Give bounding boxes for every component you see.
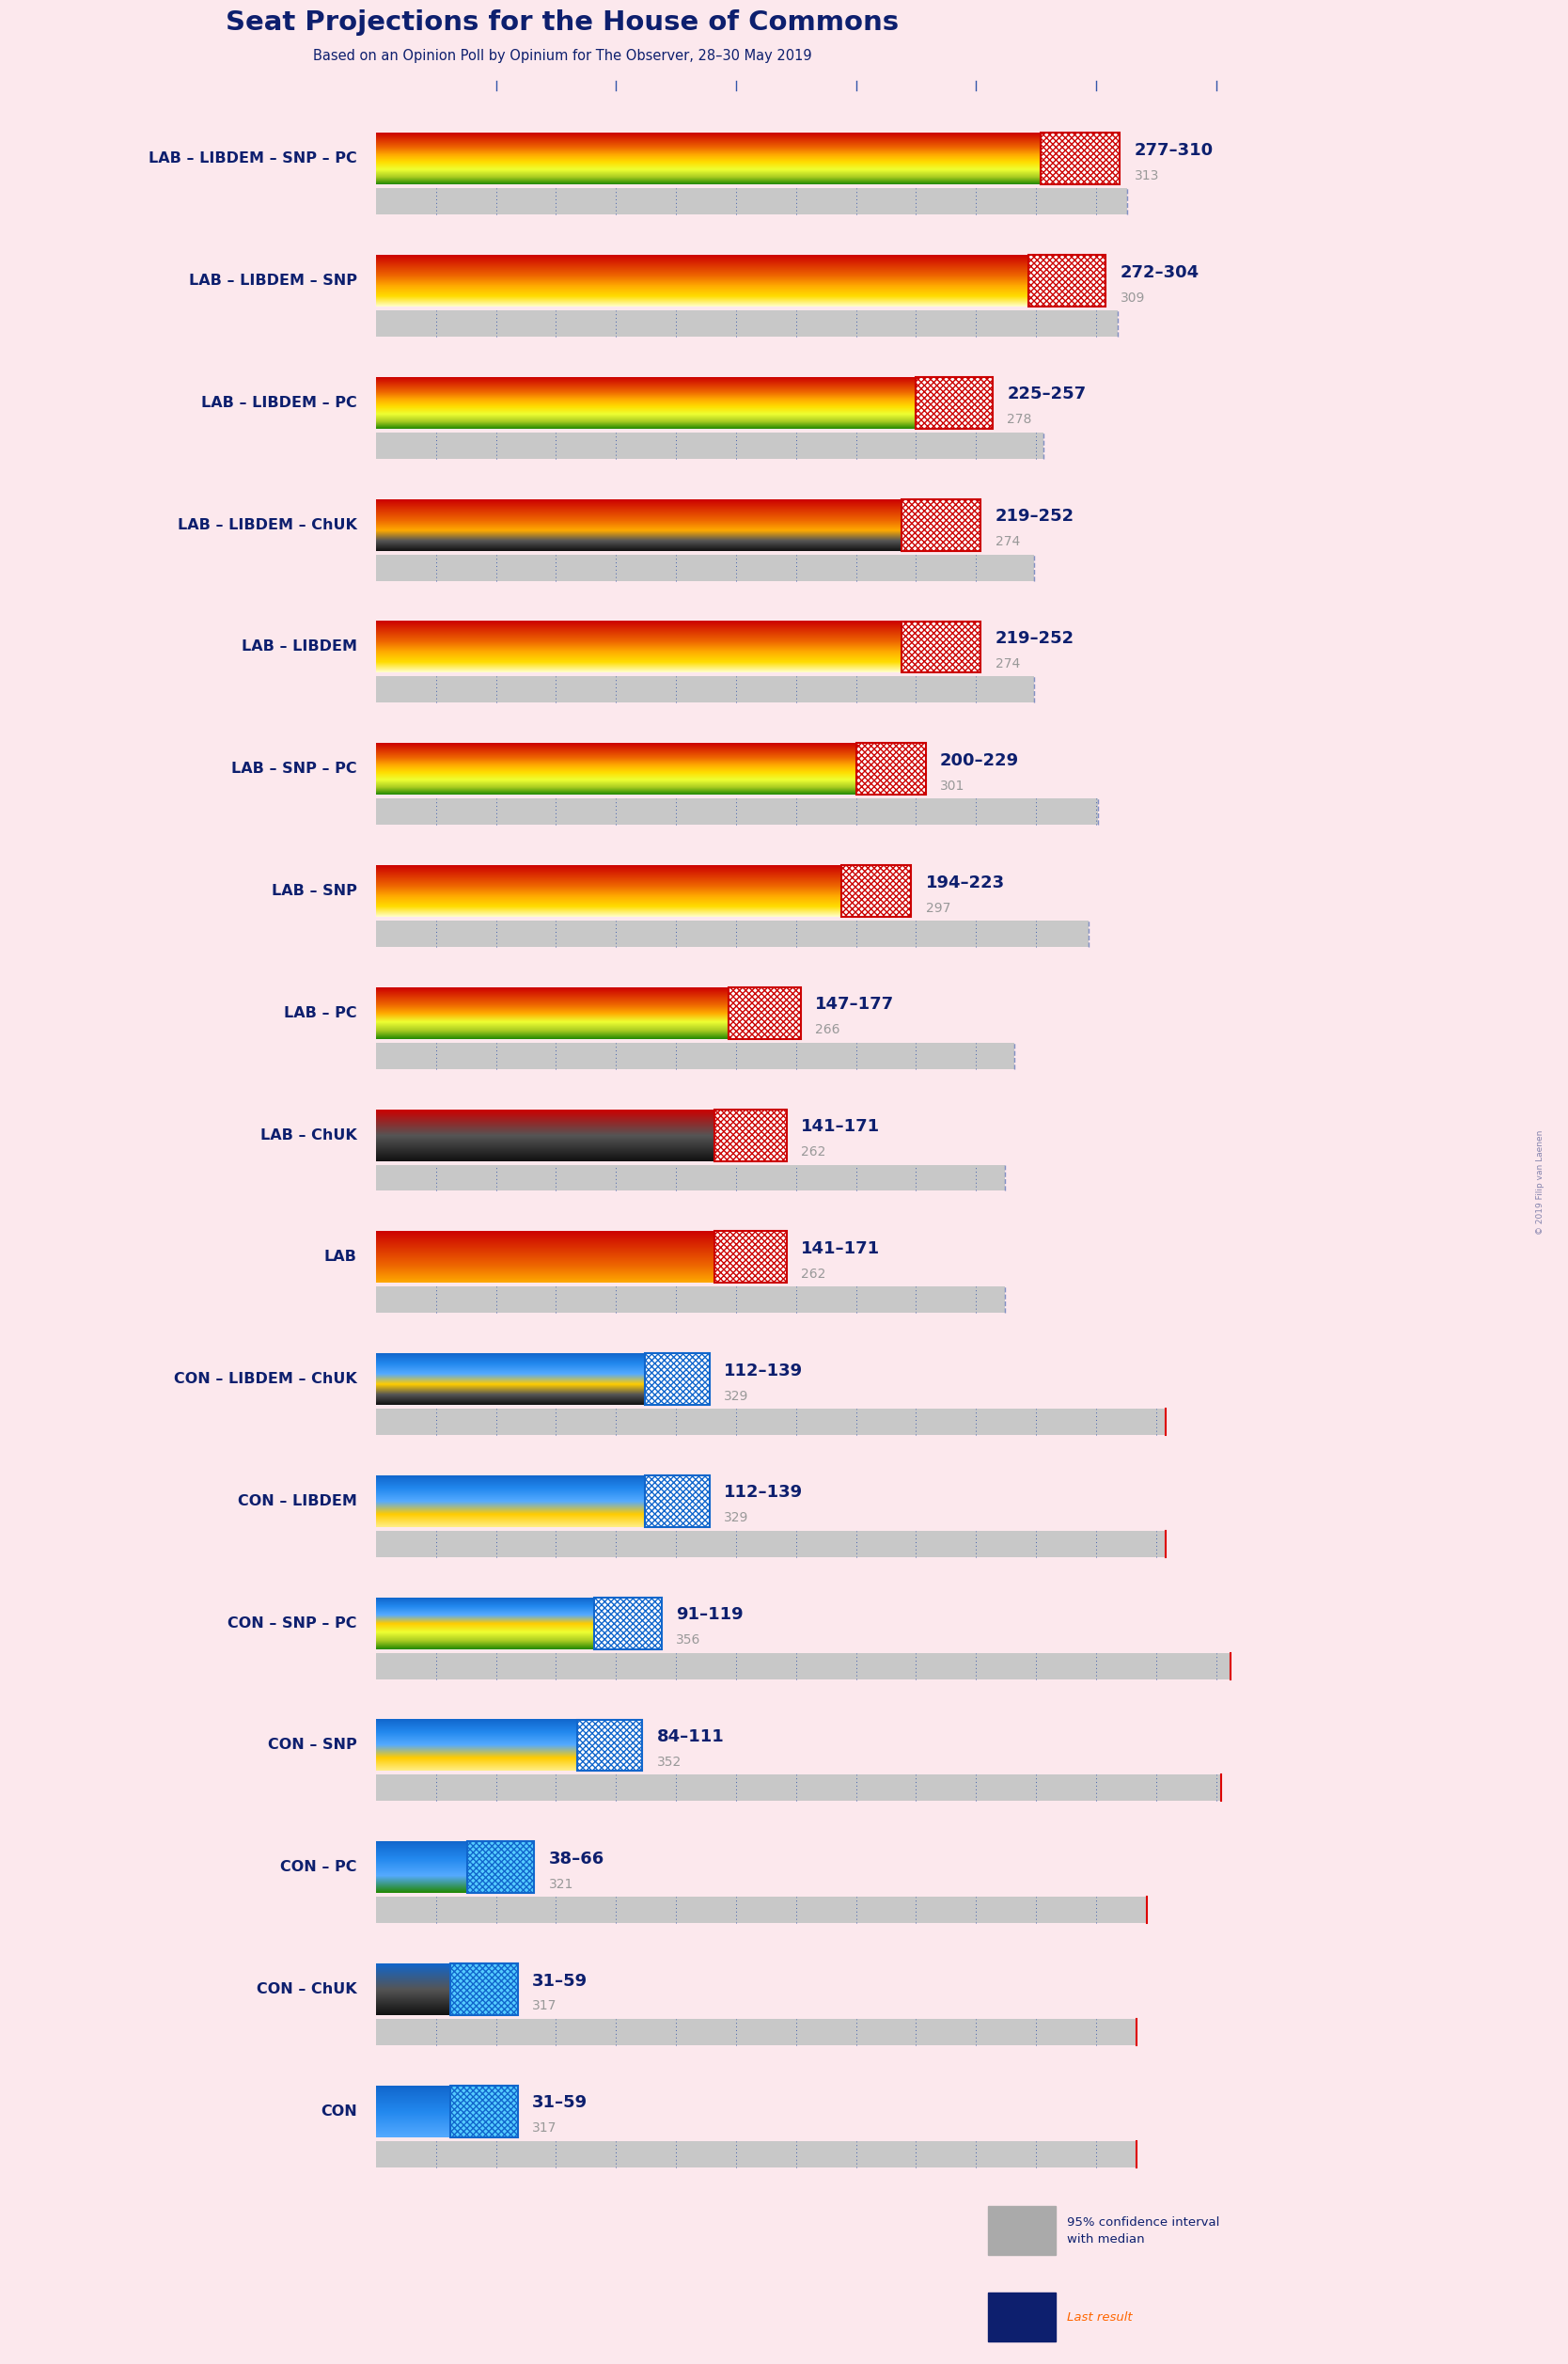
Text: 321: 321: [549, 1877, 574, 1891]
Text: LAB – LIBDEM – SNP – PC: LAB – LIBDEM – SNP – PC: [149, 151, 358, 165]
Bar: [988, 2206, 1055, 2255]
Bar: [376, 676, 1033, 702]
Bar: [856, 742, 925, 794]
Text: 147–177: 147–177: [815, 995, 894, 1014]
Text: LAB – PC: LAB – PC: [284, 1007, 358, 1021]
Text: 317: 317: [532, 2121, 557, 2135]
Text: 317: 317: [532, 2000, 557, 2012]
Text: LAB – LIBDEM – PC: LAB – LIBDEM – PC: [201, 395, 358, 409]
Text: LAB – SNP – PC: LAB – SNP – PC: [230, 761, 358, 775]
Text: 38–66: 38–66: [549, 1851, 605, 1868]
Bar: [902, 499, 982, 551]
Text: 274: 274: [996, 657, 1019, 671]
Text: 277–310: 277–310: [1134, 142, 1214, 158]
Bar: [376, 1043, 1014, 1069]
Text: CON – LIBDEM: CON – LIBDEM: [237, 1494, 358, 1508]
Text: 225–257: 225–257: [1007, 385, 1087, 402]
Bar: [715, 1109, 787, 1161]
Text: CON – SNP – PC: CON – SNP – PC: [227, 1617, 358, 1631]
Bar: [1041, 132, 1120, 184]
Bar: [376, 1652, 1231, 1678]
Text: 274: 274: [996, 534, 1019, 548]
Text: 219–252: 219–252: [996, 508, 1074, 525]
Bar: [376, 189, 1127, 215]
Bar: [842, 865, 911, 917]
Text: © 2019 Filip van Laenen: © 2019 Filip van Laenen: [1537, 1130, 1544, 1234]
Text: 141–171: 141–171: [801, 1118, 880, 1135]
Text: Seat Projections for the House of Commons: Seat Projections for the House of Common…: [226, 9, 898, 35]
Bar: [729, 988, 801, 1038]
Text: LAB – LIBDEM: LAB – LIBDEM: [241, 641, 358, 655]
Text: LAB: LAB: [325, 1251, 358, 1265]
Bar: [376, 2142, 1137, 2168]
Text: LAB – LIBDEM – SNP: LAB – LIBDEM – SNP: [188, 274, 358, 288]
Bar: [577, 1719, 643, 1771]
Text: 200–229: 200–229: [941, 752, 1019, 768]
Text: 297: 297: [925, 901, 950, 915]
Bar: [594, 1598, 662, 1650]
Text: 262: 262: [801, 1147, 826, 1158]
Bar: [644, 1352, 710, 1404]
Bar: [376, 1896, 1146, 1922]
Bar: [376, 2019, 1137, 2045]
Text: 91–119: 91–119: [676, 1605, 743, 1624]
Bar: [1029, 255, 1105, 307]
Bar: [988, 2293, 1055, 2340]
Bar: [450, 1964, 517, 2014]
Bar: [376, 1409, 1165, 1435]
Bar: [376, 1165, 1005, 1191]
Text: 278: 278: [1007, 414, 1032, 426]
Bar: [715, 1232, 787, 1284]
Text: 309: 309: [1120, 291, 1145, 305]
Text: LAB – LIBDEM – ChUK: LAB – LIBDEM – ChUK: [177, 518, 358, 532]
Bar: [450, 2085, 517, 2137]
Text: 356: 356: [676, 1634, 701, 1648]
Bar: [376, 1286, 1005, 1312]
Text: CON – PC: CON – PC: [281, 1860, 358, 1875]
Text: 194–223: 194–223: [925, 875, 1005, 891]
Text: Based on an Opinion Poll by Opinium for The Observer, 28–30 May 2019: Based on an Opinion Poll by Opinium for …: [312, 50, 811, 61]
Bar: [376, 1532, 1165, 1558]
Text: 313: 313: [1134, 170, 1159, 182]
Text: 272–304: 272–304: [1120, 265, 1200, 281]
Text: 95% confidence interval
with median: 95% confidence interval with median: [1068, 2215, 1220, 2246]
Text: CON – LIBDEM – ChUK: CON – LIBDEM – ChUK: [174, 1371, 358, 1385]
Text: 31–59: 31–59: [532, 1972, 588, 1988]
Bar: [902, 622, 982, 674]
Text: CON: CON: [320, 2104, 358, 2118]
Bar: [376, 920, 1088, 948]
Text: 112–139: 112–139: [724, 1362, 803, 1378]
Bar: [644, 1475, 710, 1527]
Text: 262: 262: [801, 1267, 826, 1281]
Text: 329: 329: [724, 1511, 750, 1525]
Text: 219–252: 219–252: [996, 631, 1074, 648]
Text: LAB – SNP: LAB – SNP: [271, 884, 358, 898]
Text: 112–139: 112–139: [724, 1485, 803, 1501]
Text: 301: 301: [941, 780, 964, 792]
Text: CON – SNP: CON – SNP: [268, 1738, 358, 1752]
Text: CON – ChUK: CON – ChUK: [257, 1983, 358, 1995]
Text: LAB – ChUK: LAB – ChUK: [260, 1128, 358, 1142]
Text: 141–171: 141–171: [801, 1241, 880, 1258]
Text: 266: 266: [815, 1024, 840, 1035]
Bar: [916, 376, 993, 428]
Bar: [376, 1775, 1221, 1801]
Text: Last result: Last result: [1068, 2312, 1132, 2324]
Bar: [376, 799, 1099, 825]
Bar: [376, 310, 1118, 336]
Text: 352: 352: [657, 1756, 682, 1768]
Bar: [376, 433, 1043, 459]
Bar: [467, 1842, 535, 1894]
Text: 31–59: 31–59: [532, 2095, 588, 2111]
Text: 329: 329: [724, 1390, 750, 1402]
Bar: [376, 556, 1033, 582]
Text: 84–111: 84–111: [657, 1728, 724, 1745]
